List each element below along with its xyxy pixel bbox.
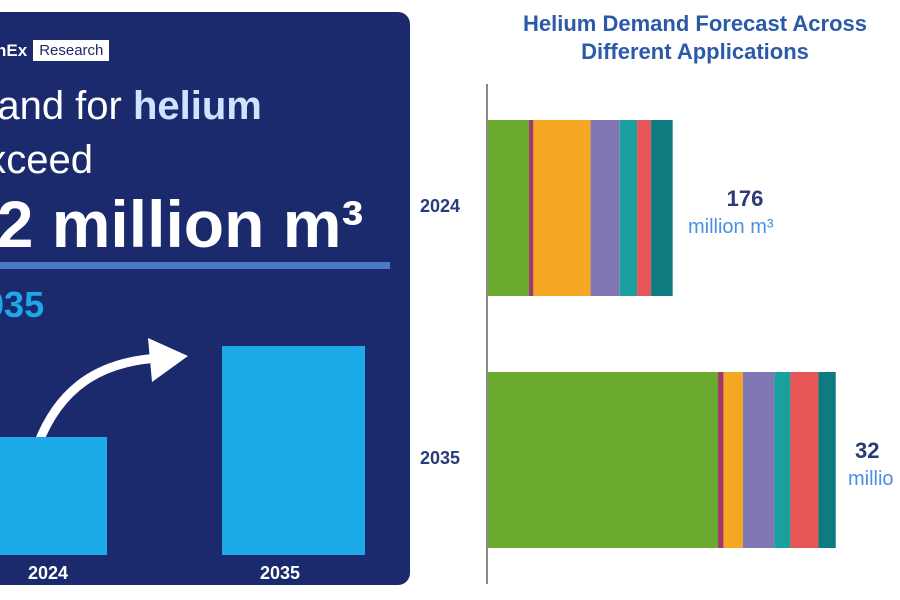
bar-segment-2035-1	[488, 372, 719, 548]
mini-label-2024: 2024	[27, 563, 69, 583]
bar-segment-2024-1	[488, 120, 530, 296]
promo-panel: nEx Research mand for helium exceed 22 m…	[0, 12, 410, 585]
y-axis-line	[486, 84, 488, 584]
brand: nEx Research	[0, 40, 110, 61]
mini-bar-2035	[222, 346, 365, 555]
headline-line2: exceed	[0, 138, 93, 182]
headline-underline	[0, 262, 390, 269]
bar-segment-2024-5	[619, 120, 638, 296]
bar-segment-2035-6	[790, 372, 819, 548]
brand-tag: Research	[33, 40, 110, 61]
mini-label-2035: 2035	[259, 563, 301, 583]
big-value: 22 million m³	[0, 187, 364, 261]
category-label-2035: 2035	[420, 448, 461, 468]
bar-segment-2035-5	[774, 372, 791, 548]
chart-title: Helium Demand Forecast Across Different …	[523, 11, 867, 64]
headline-bold: helium	[132, 84, 262, 128]
bar-segment-2024-4	[590, 120, 620, 296]
total-unit-2024: million m³	[688, 216, 774, 238]
headline-prefix: mand for	[0, 84, 122, 128]
bar-segment-2024-2	[529, 120, 534, 296]
total-value-2024: 176	[726, 186, 764, 211]
bar-segment-2035-2	[718, 372, 724, 548]
bar-segment-2035-3	[723, 372, 743, 548]
total-unit-2035: millio	[848, 468, 894, 490]
bar-segment-2024-6	[637, 120, 652, 296]
bar-segment-2024-7	[651, 120, 673, 296]
mini-bar-2024	[0, 437, 107, 555]
growth-arrow-icon	[33, 338, 188, 449]
category-label-2024: 2024	[420, 196, 461, 216]
bar-segment-2035-4	[742, 372, 775, 548]
brand-name: nEx	[0, 40, 28, 60]
bar-segment-2035-7	[818, 372, 836, 548]
total-value-2035: 32	[855, 438, 880, 463]
headline-year: 2035	[0, 284, 45, 325]
headline-line1: mand for helium	[0, 82, 262, 130]
bar-segment-2024-3	[533, 120, 591, 296]
